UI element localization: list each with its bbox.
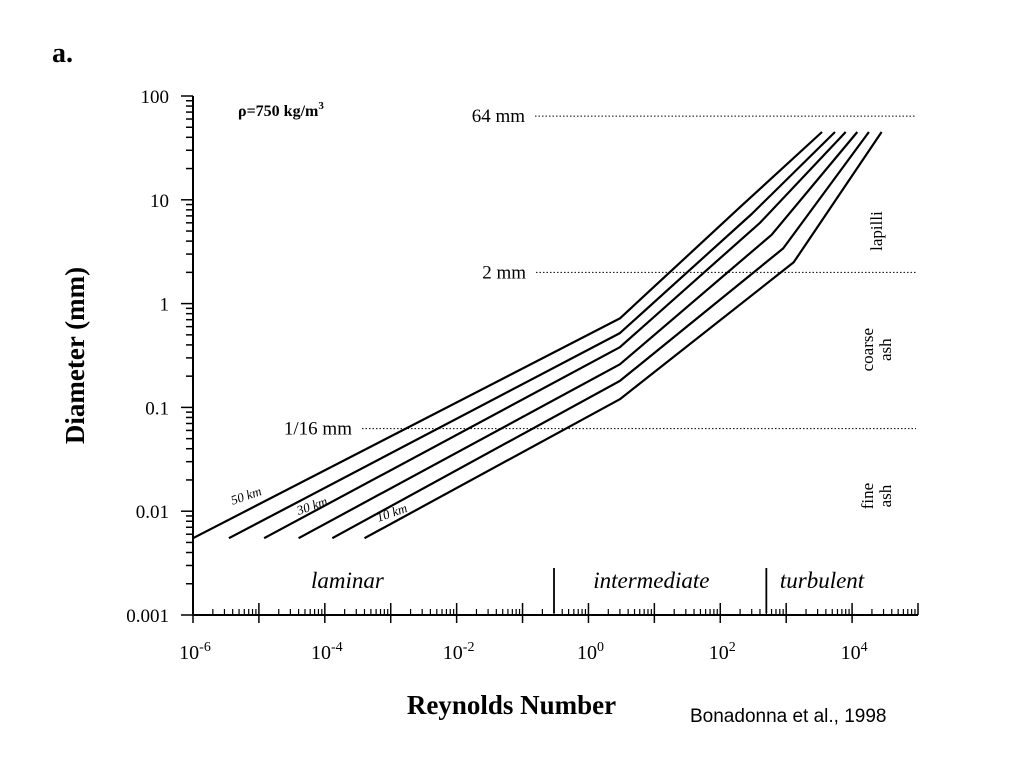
size-class-label: fine ash [858, 483, 895, 509]
x-tick-label: 10-2 [443, 640, 475, 664]
reference-label: 2 mm [482, 262, 526, 283]
curve-label: 10 km [374, 500, 409, 524]
curve-label: 30 km [294, 493, 330, 518]
reference-label: 1/16 mm [284, 419, 352, 440]
size-class-text: coarse [858, 328, 877, 371]
size-class-text: lapilli [867, 211, 886, 251]
density-label: ρ=750 kg/m3 [238, 100, 324, 120]
regime-label: laminar [311, 568, 385, 593]
y-axis-label: Diameter (mm) [60, 267, 90, 444]
size-class-text: ash [876, 338, 895, 361]
x-axis-label: Reynolds Number [407, 690, 616, 720]
reference-lines: 64 mm 2 mm 1/16 mm [284, 106, 916, 440]
series-group [192, 131, 883, 540]
y-tick-label: 100 [141, 87, 170, 108]
series-line-3 [263, 131, 847, 540]
x-tick-label: 104 [841, 640, 868, 664]
y-tick-label: 10 [150, 191, 169, 212]
size-class-text: ash [876, 484, 895, 507]
y-tick-label: 0.001 [126, 606, 169, 627]
x-tick-label: 10-6 [179, 640, 211, 664]
size-class-label: lapilli [867, 211, 886, 251]
series-line-4 [298, 131, 859, 540]
panel-label: a. [52, 38, 73, 69]
y-tick-label: 0.01 [136, 502, 169, 523]
series-line-2 [228, 131, 836, 540]
series-line-5 [331, 131, 870, 540]
citation: Bonadonna et al., 1998 [690, 706, 887, 727]
x-tick-label: 102 [709, 640, 736, 664]
size-class-text: fine [858, 483, 877, 509]
series-line-6 [363, 131, 883, 540]
reference-label: 64 mm [472, 106, 526, 127]
size-class-label: coarse ash [858, 328, 895, 371]
series-line-1 [192, 131, 823, 540]
x-tick-label: 100 [577, 640, 604, 664]
regime-label: turbulent [780, 568, 865, 593]
regime-label: intermediate [593, 568, 709, 593]
x-tick-label: 10-4 [311, 640, 343, 664]
axes: 100 10 1 0.1 0.01 0.001 10-6 10-4 10-2 100 102 104 R… [60, 87, 919, 720]
y-tick-label: 0.1 [145, 398, 169, 419]
y-tick-label: 1 [160, 295, 170, 316]
